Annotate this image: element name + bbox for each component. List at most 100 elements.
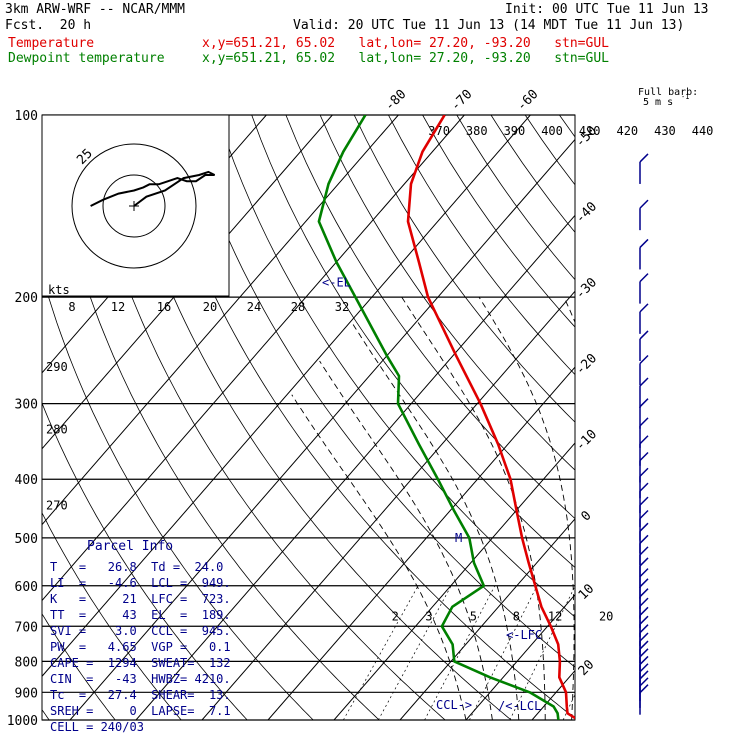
isotherm-tick-label: 0: [578, 508, 594, 524]
wind-barb-flag: [639, 615, 649, 625]
hodograph-speed-label: 16: [157, 300, 171, 314]
isotherm-line: [730, 115, 740, 720]
mixing-ratio-tick-label: 8: [513, 609, 520, 623]
wind-barb-flag: [639, 355, 649, 365]
parcel-info-row: SREH = 0 LAPSE= 7.1: [50, 704, 231, 718]
wind-barb-flag: [639, 435, 649, 445]
dry-adiabat-line: [353, 115, 575, 423]
parcel-info-row: CELL = 240/03: [50, 720, 144, 734]
isotherm-line: [465, 593, 575, 720]
dry-adiabat-line: [46, 115, 380, 720]
pressure-tick-label: 500: [15, 532, 38, 547]
dry-adiabat-line: [285, 115, 575, 520]
moist-adiabat-line: [319, 360, 493, 720]
parcel-info-row: CIN = -43 HWBZ= 4210.: [50, 672, 231, 686]
wind-barb-flag: [639, 377, 649, 387]
legend-temperature: Temperature: [8, 36, 95, 51]
ccl-marker: CCL->: [436, 698, 472, 712]
wind-barb-flag: [639, 655, 649, 665]
theta-tick-label: 430: [654, 124, 676, 138]
m-marker: M: [455, 531, 462, 545]
theta-tick-label: 380: [466, 124, 488, 138]
barb-legend-title: Full barb:: [638, 87, 698, 98]
mixing-ratio-tick-label: 3: [425, 609, 432, 623]
wind-barb-flag: [639, 303, 649, 313]
isotherm-tick-label: -30: [573, 275, 600, 302]
wind-barb-flag: [639, 640, 649, 650]
pressure-tick-label: 600: [15, 580, 38, 595]
mixing-ratio-line: [469, 585, 538, 720]
mixing-ratio-line: [378, 585, 452, 720]
location-dewpoint: x,y=651.21, 65.02 lat,lon= 27.20, -93.20…: [202, 51, 609, 66]
hodograph-speed-label: 24: [247, 300, 261, 314]
dry-adiabat-line: [42, 612, 116, 720]
temperature-profile: [406, 115, 575, 720]
dewpoint-profile: [317, 115, 560, 720]
dry-adiabat-line: [524, 115, 575, 186]
legend-dewpoint: Dewpoint temperature: [8, 51, 165, 66]
init-time: Init: 00 UTC Tue 11 Jun 13: [505, 2, 709, 17]
hodograph-ring: [102, 174, 166, 238]
mixing-ratio-tick-label: 2: [392, 609, 399, 623]
wind-barb-flag: [639, 273, 649, 283]
wind-barb-flag: [639, 534, 649, 544]
hodograph-speed-label: 20: [203, 300, 217, 314]
hodograph-units: kts: [48, 283, 70, 297]
mixing-ratio-line: [424, 585, 496, 720]
wind-barb-flag: [639, 398, 649, 408]
isotherm-line: [267, 366, 575, 720]
wind-barb-flag: [639, 578, 649, 588]
wind-barb-flag: [639, 677, 649, 687]
theta-tick-label: 420: [616, 124, 638, 138]
isotherm-tick-label: -80: [382, 87, 409, 114]
lfc-marker: <-LFC: [506, 628, 542, 642]
isotherm-line: [42, 115, 531, 678]
isotherm-line: [399, 518, 575, 720]
pressure-tick-label: 700: [15, 620, 38, 635]
moist-adiabat-line: [291, 394, 467, 720]
dry-adiabat-line: [251, 115, 575, 568]
forecast-hour: Fcst. 20 h: [5, 18, 92, 33]
wind-barb-flag: [639, 606, 649, 616]
dry-adiabat-line: [319, 115, 575, 471]
dry-adiabat-line: [148, 115, 575, 719]
dry-adiabat-line: [388, 115, 575, 376]
theta-tick-label: 280: [46, 423, 68, 437]
isotherm-line: [598, 115, 740, 720]
isotherm-tick-label: -60: [514, 87, 541, 114]
model-title: 3km ARW-WRF -- NCAR/MMM: [5, 2, 186, 17]
isotherm-line: [333, 442, 575, 720]
mixing-ratio-tick-label: 20: [599, 609, 613, 623]
parcel-info-row: T = 26.8 Td = 24.0: [50, 560, 224, 574]
dry-adiabat-line: [456, 115, 575, 281]
pressure-tick-label: 400: [15, 473, 38, 488]
parcel-info-row: SVI = 3.0 CCL = 945.: [50, 624, 231, 638]
wind-barb-flag: [639, 546, 649, 556]
parcel-info-title: Parcel Info: [87, 539, 174, 554]
theta-tick-label: 440: [692, 124, 714, 138]
isotherm-tick-label: -40: [573, 199, 600, 226]
parcel-info-row: Tc = 27.4 SHEAR= 13.: [50, 688, 231, 702]
hodograph-box: [41, 114, 230, 297]
wind-barb-flag: [639, 199, 649, 209]
isotherm-line: [201, 290, 575, 720]
hodograph-speed-label: 28: [291, 300, 305, 314]
isotherm-tick-label: 20: [576, 657, 598, 679]
dry-adiabat-line: [628, 115, 740, 720]
dry-adiabat-line: [80, 115, 446, 720]
hodograph-speed-label: 8: [68, 300, 75, 314]
wind-barb-flag: [639, 684, 649, 694]
pressure-tick-label: 200: [15, 291, 38, 306]
isotherm-line: [42, 115, 465, 602]
barb-legend-units: 5 m s: [643, 97, 673, 108]
pressure-tick-label: 1000: [7, 714, 38, 729]
pressure-tick-label: 100: [15, 109, 38, 124]
dry-adiabat-line: [594, 115, 740, 720]
wind-barb-flag: [639, 451, 649, 462]
isotherm-tick-label: -20: [573, 351, 600, 378]
moist-adiabat-line: [401, 296, 546, 720]
hodograph-speed-label: 32: [335, 300, 349, 314]
dry-adiabat-line: [217, 115, 575, 618]
theta-tick-label: 410: [579, 124, 601, 138]
